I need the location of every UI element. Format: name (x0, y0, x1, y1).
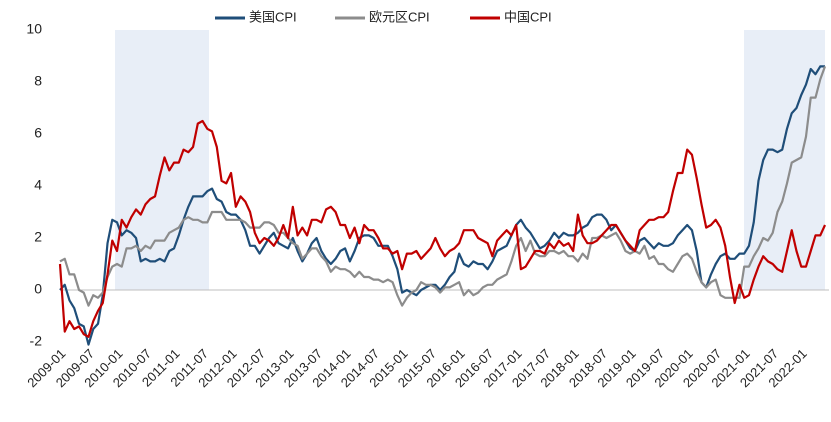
legend-label: 欧元区CPI (369, 9, 430, 24)
series-line (58, 119, 827, 338)
series-line (59, 66, 827, 307)
shaded-period (115, 30, 209, 290)
y-tick-label: 6 (34, 125, 42, 141)
y-tick-label: 0 (34, 281, 42, 297)
y-tick-label: 8 (34, 73, 42, 89)
legend-label: 美国CPI (249, 9, 297, 24)
legend-label: 中国CPI (504, 9, 552, 24)
y-tick-label: 4 (34, 177, 42, 193)
y-tick-label: -2 (30, 333, 43, 349)
legend: 美国CPI 欧元区CPI 中国CPI (215, 9, 552, 24)
y-tick-label: 2 (34, 229, 42, 245)
y-tick-label: 10 (26, 21, 42, 37)
series-line (59, 65, 825, 346)
